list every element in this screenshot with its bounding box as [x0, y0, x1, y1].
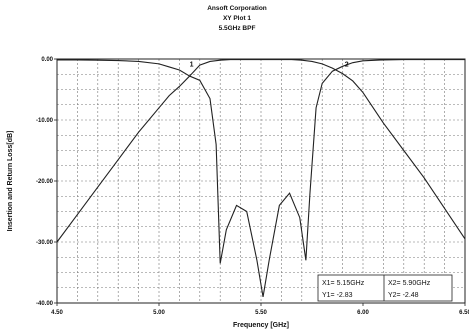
marker-1-x: X1= 5.15GHz	[322, 280, 365, 287]
marker-legend: X1= 5.15GHz Y1= -2.83 X2= 5.90GHz Y2= -2…	[317, 274, 453, 302]
y-axis-label: Insertion and Return Loss[dB]	[7, 131, 14, 232]
chart-title-plot: XY Plot 1	[223, 15, 251, 22]
x-tick-label: 4.50	[51, 310, 63, 316]
series-layer	[56, 59, 466, 297]
y-tick-label: -40.00	[36, 301, 54, 307]
y-tick-label: -30.00	[36, 240, 54, 246]
marker-1-label: 1	[190, 61, 194, 68]
tick-labels: 4.50 5.00 5.50 6.00 6.50 0.00 -10.00 -20.00 -30.…	[36, 57, 469, 316]
grid	[57, 59, 465, 303]
marker-box	[317, 274, 453, 302]
chart-title-filter: 5.5GHz BPF	[219, 25, 256, 32]
marker-2-x: X2= 5.90GHz	[388, 280, 431, 287]
x-tick-label: 6.00	[357, 310, 369, 316]
series-2-line	[56, 59, 465, 297]
x-tick-label: 5.00	[153, 310, 165, 316]
chart-title-company: Ansoft Corporation	[207, 5, 267, 12]
y-tick-label: 0.00	[41, 57, 53, 63]
marker-2-y: Y2= -2.48	[388, 292, 419, 299]
x-tick-label: 5.50	[255, 310, 267, 316]
marker-2-label: 2	[345, 61, 349, 68]
x-axis-label: Frequency [GHz]	[233, 322, 289, 329]
y-tick-label: -10.00	[36, 118, 54, 124]
series-1-line	[57, 59, 466, 240]
marker-1-y: Y1= -2.83	[322, 292, 353, 299]
y-tick-label: -20.00	[36, 179, 54, 185]
x-tick-label: 6.50	[459, 310, 469, 316]
